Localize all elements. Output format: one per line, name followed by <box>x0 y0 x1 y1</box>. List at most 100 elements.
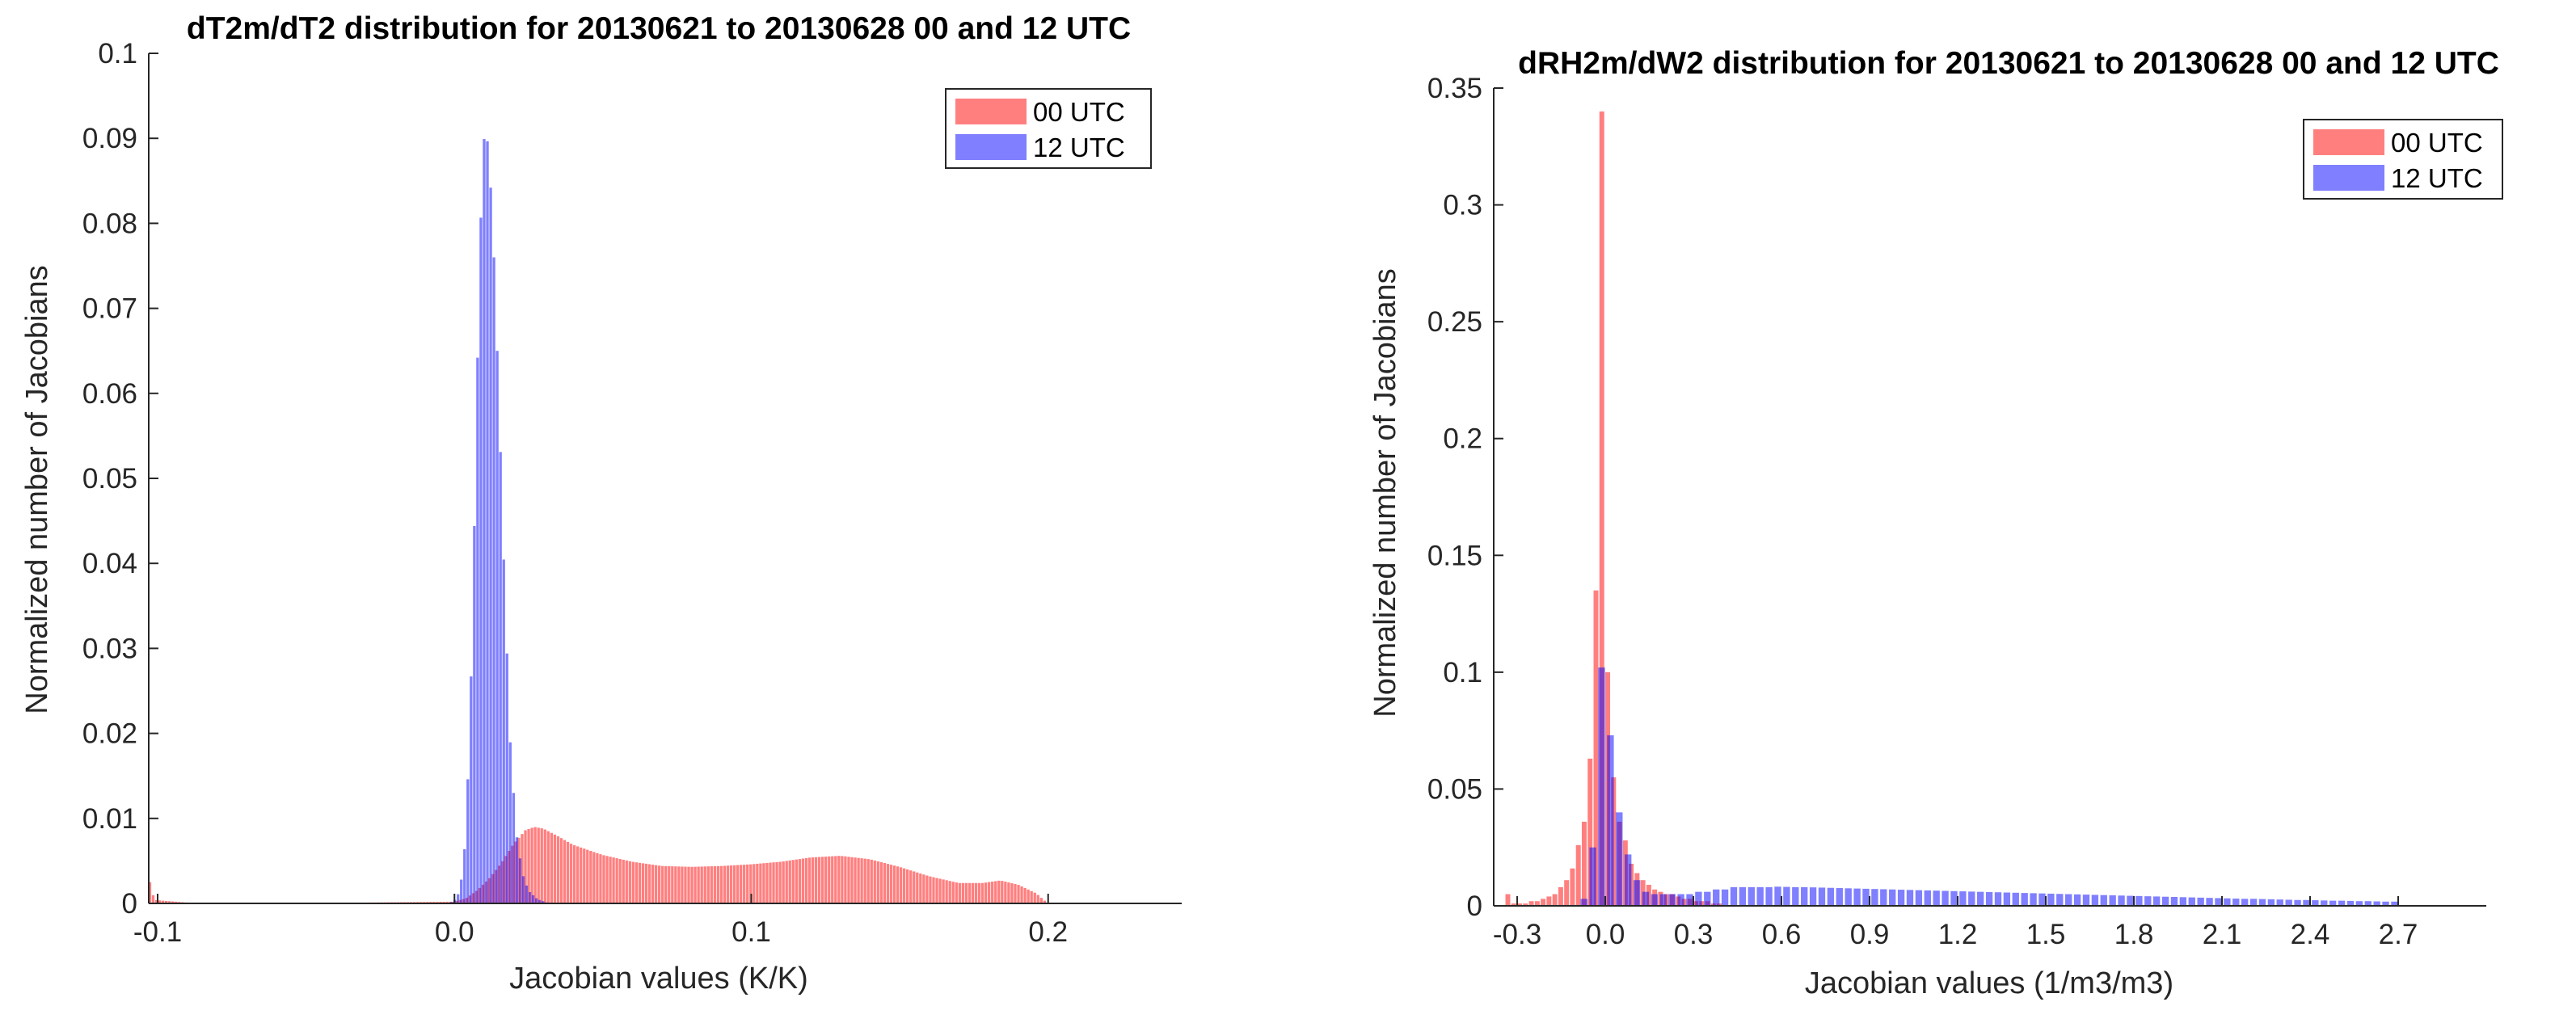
histogram-bar <box>580 847 583 903</box>
histogram-bar <box>553 834 557 903</box>
y-tick-label: 0.07 <box>82 293 137 325</box>
histogram-bar <box>1511 903 1516 906</box>
bars-layer <box>1505 111 2398 906</box>
histogram-bar <box>2127 895 2134 906</box>
x-tick-label: 2.1 <box>2203 919 2242 950</box>
histogram-bar <box>929 876 932 903</box>
histogram-bar <box>1880 889 1887 906</box>
legend-label: 12 UTC <box>1033 133 1125 162</box>
histogram-bar <box>824 857 828 903</box>
histogram-bar <box>700 866 703 903</box>
histogram-bar <box>2224 898 2231 906</box>
histogram-bar <box>749 864 753 903</box>
histogram-bar <box>521 834 524 903</box>
histogram-bar <box>1836 888 1843 906</box>
histogram-bar <box>1593 590 1599 906</box>
histogram-bar <box>922 874 925 903</box>
histogram-bar <box>540 828 543 903</box>
histogram-bar <box>873 860 876 903</box>
histogram-bar <box>615 858 618 903</box>
histogram-bar <box>576 846 580 903</box>
histogram-bar <box>2109 895 2116 906</box>
histogram-bar <box>2003 892 2011 906</box>
histogram-bar <box>1030 890 1033 903</box>
histogram-bar <box>505 653 508 903</box>
histogram-bar <box>1633 880 1641 906</box>
histogram-bar <box>847 857 850 903</box>
x-tick-label: 0.3 <box>1674 919 1714 950</box>
y-tick-label: 0.1 <box>98 38 137 69</box>
y-tick-label: 0.05 <box>82 463 137 495</box>
histogram-bar <box>2170 897 2178 906</box>
histogram-bar <box>1977 891 1984 906</box>
histogram-bar <box>977 882 981 903</box>
histogram-bar <box>572 845 576 903</box>
histogram-bar <box>2241 899 2249 906</box>
histogram-bar <box>1534 901 1540 906</box>
histogram-bar <box>1564 880 1570 906</box>
histogram-bar <box>951 882 955 903</box>
histogram-bar <box>2038 893 2046 906</box>
histogram-bar <box>753 864 756 903</box>
histogram-bar <box>175 901 178 903</box>
histogram-bar <box>1827 887 1835 906</box>
histogram-bar <box>1027 889 1030 903</box>
histogram-bar <box>527 828 530 903</box>
histogram-bar <box>690 866 694 903</box>
histogram-bar <box>782 861 785 903</box>
histogram-bar <box>2179 897 2187 906</box>
histogram-bar <box>546 831 550 903</box>
histogram-bar <box>158 900 162 903</box>
histogram-bar <box>984 882 988 903</box>
histogram-bar <box>2258 899 2266 906</box>
histogram-bar <box>785 861 788 903</box>
histogram-bar <box>746 864 749 903</box>
legend: 00 UTC 12 UTC <box>945 88 1152 169</box>
histogram-bar <box>2329 900 2337 906</box>
histogram-bar <box>1915 890 1923 906</box>
histogram-bar <box>697 866 700 903</box>
histogram-bar <box>798 859 802 903</box>
histogram-bar <box>1546 896 1552 906</box>
histogram-bar <box>1020 886 1023 903</box>
chart-title: dT2m/dT2 distribution for 20130621 to 20… <box>187 11 1131 46</box>
histogram-bar <box>628 861 631 903</box>
y-tick-label: 0 <box>1467 890 1482 922</box>
histogram-bar <box>1587 758 1593 906</box>
histogram-bar <box>537 827 540 903</box>
x-tick-label: 0.1 <box>731 916 771 948</box>
histogram-bar <box>681 866 684 903</box>
histogram-bar <box>463 848 466 903</box>
histogram-bar <box>961 882 965 903</box>
histogram-bar <box>834 856 837 903</box>
histogram-bar <box>2056 894 2064 906</box>
histogram-bar <box>1517 903 1523 906</box>
histogram-bar <box>980 882 984 903</box>
histogram-bar <box>710 866 713 903</box>
histogram-bar <box>1007 882 1010 903</box>
histogram-bar <box>605 856 609 903</box>
histogram-bar <box>886 864 890 903</box>
histogram-bar <box>622 859 625 903</box>
histogram-bar <box>739 865 743 903</box>
histogram-bar <box>994 881 997 903</box>
histogram-bar <box>844 856 847 903</box>
histogram-bar <box>906 869 909 903</box>
x-tick-label: 1.8 <box>2114 919 2154 950</box>
histogram-bar <box>592 852 596 903</box>
histogram-bar <box>1642 891 1650 906</box>
histogram-bar <box>1924 890 1931 906</box>
histogram-bar <box>807 857 812 903</box>
histogram-bar <box>860 858 863 903</box>
histogram-bar <box>694 866 697 903</box>
histogram-bar <box>1801 886 1808 906</box>
histogram-bar <box>524 830 527 903</box>
histogram-bar <box>762 863 765 903</box>
x-tick-label: -0.3 <box>1493 919 1541 950</box>
histogram-bar <box>831 856 834 903</box>
histogram-bar <box>2338 900 2346 906</box>
histogram-bar <box>641 863 645 903</box>
histogram-bar <box>828 856 831 903</box>
histogram-bar <box>1941 890 1949 906</box>
histogram-bar <box>661 865 664 903</box>
